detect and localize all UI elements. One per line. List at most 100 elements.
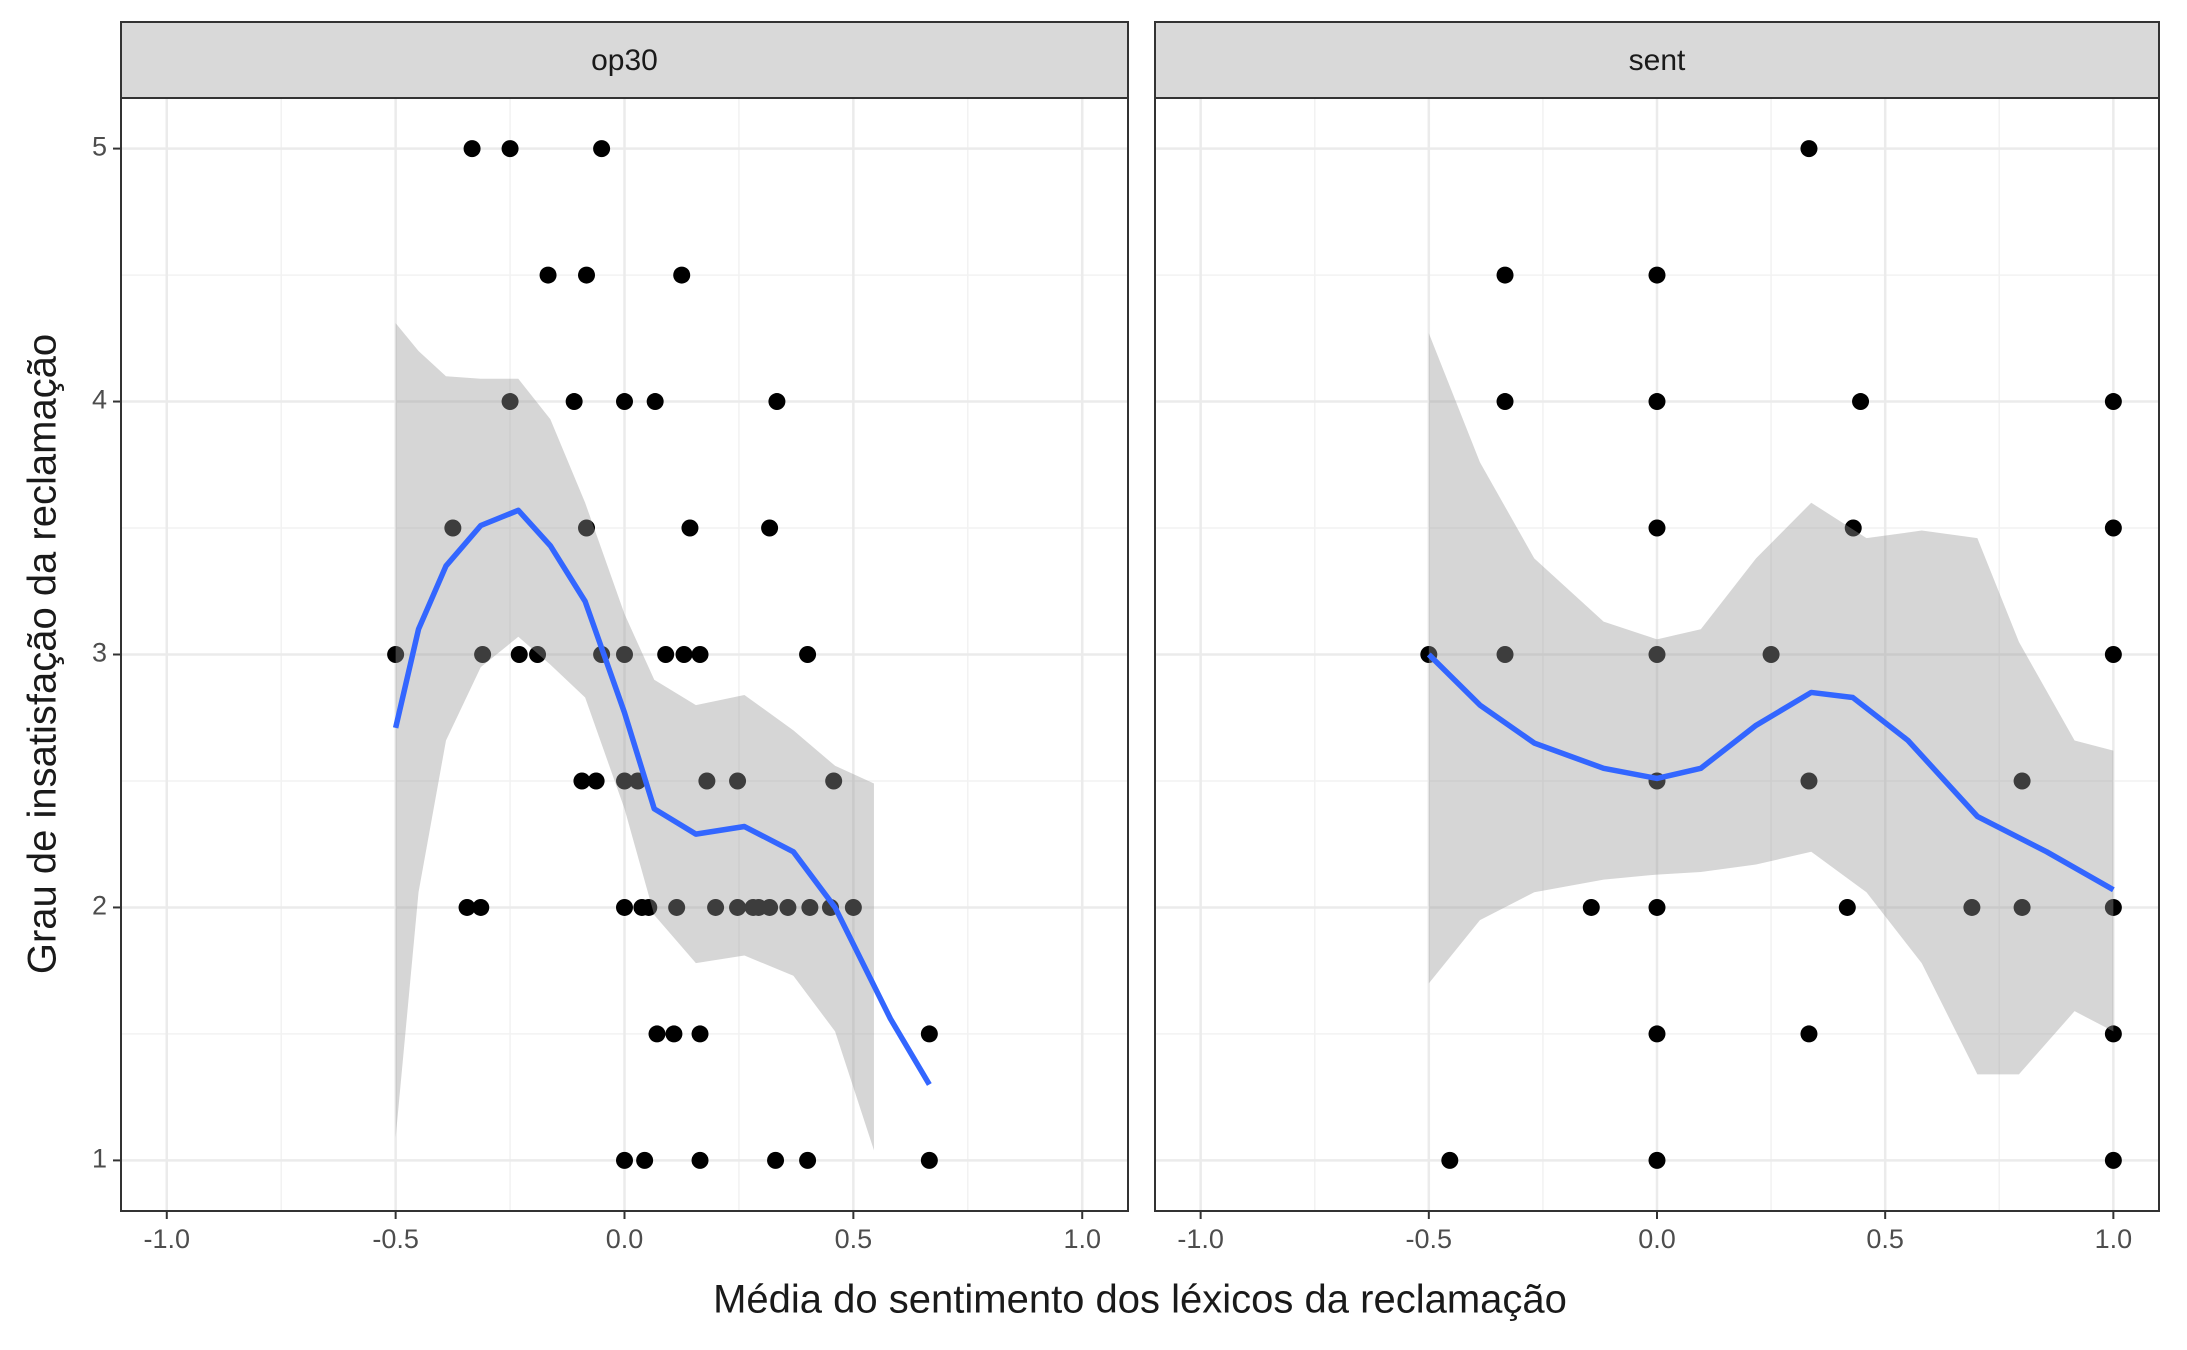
point xyxy=(1441,1151,1459,1169)
point xyxy=(387,646,405,663)
point xyxy=(1648,1151,1666,1169)
point xyxy=(657,646,675,663)
x-tick-label: 1.0 xyxy=(2095,1224,2133,1254)
point xyxy=(1963,898,1981,916)
point xyxy=(768,393,786,411)
point xyxy=(501,140,519,158)
smooth-line xyxy=(1426,652,2115,893)
y-tick-label: 3 xyxy=(92,638,107,668)
point xyxy=(616,646,633,663)
point xyxy=(920,1025,938,1043)
point xyxy=(675,646,693,663)
x-tick-label: -0.5 xyxy=(1406,1224,1453,1254)
point xyxy=(920,1151,938,1169)
point xyxy=(729,898,747,916)
facet-strip xyxy=(120,21,1129,99)
x-tick-label: -0.5 xyxy=(372,1224,419,1254)
point xyxy=(799,646,817,663)
point xyxy=(463,140,481,158)
y-tick-label: 2 xyxy=(92,891,107,921)
point xyxy=(510,646,528,663)
point xyxy=(565,393,583,411)
point xyxy=(646,393,664,411)
point xyxy=(673,266,691,284)
point xyxy=(501,393,519,411)
point xyxy=(691,1151,709,1169)
x-tick-label: 0.5 xyxy=(1866,1224,1904,1254)
point xyxy=(844,898,862,916)
y-tick-label: 5 xyxy=(92,132,107,162)
point xyxy=(825,772,843,790)
point xyxy=(1496,266,1514,284)
point xyxy=(1648,898,1666,916)
x-tick-label: 0.5 xyxy=(835,1224,873,1254)
point xyxy=(1648,519,1666,537)
point xyxy=(472,898,490,916)
point xyxy=(2104,1025,2122,1043)
x-tick-label: -1.0 xyxy=(144,1224,191,1254)
x-axis-title: Média do sentimento dos léxicos da recla… xyxy=(713,1278,1567,1322)
point xyxy=(573,772,591,790)
facet-strip xyxy=(1154,21,2160,99)
point xyxy=(1838,898,1856,916)
point xyxy=(578,519,596,537)
point xyxy=(707,898,725,916)
point xyxy=(444,519,462,537)
point xyxy=(2104,393,2122,411)
point xyxy=(1582,898,1600,916)
point xyxy=(779,898,797,916)
point xyxy=(761,898,779,916)
point xyxy=(1844,519,1862,537)
point xyxy=(578,266,596,284)
point xyxy=(1496,393,1514,411)
point xyxy=(539,266,557,284)
point xyxy=(458,898,476,916)
point xyxy=(640,898,658,916)
point xyxy=(529,646,547,663)
y-tick-label: 1 xyxy=(92,1144,107,1174)
point xyxy=(691,1025,709,1043)
point xyxy=(1762,646,1780,663)
x-tick-label: 0.0 xyxy=(1638,1224,1676,1254)
point xyxy=(616,772,633,790)
x-tick-label: 1.0 xyxy=(1063,1224,1101,1254)
point xyxy=(729,772,747,790)
point xyxy=(767,1151,785,1169)
point xyxy=(799,1151,817,1169)
point xyxy=(2104,519,2122,537)
point xyxy=(1648,1025,1666,1043)
point xyxy=(636,1151,654,1169)
facet-label: sent xyxy=(1629,44,1686,77)
point xyxy=(681,519,699,537)
point xyxy=(698,772,716,790)
point xyxy=(665,1025,683,1043)
point xyxy=(587,772,605,790)
point xyxy=(2013,898,2031,916)
point xyxy=(2104,646,2122,663)
point xyxy=(616,393,633,411)
point xyxy=(1496,646,1514,663)
x-tick-label: -1.0 xyxy=(1177,1224,1224,1254)
point xyxy=(616,898,633,916)
point xyxy=(2013,772,2031,790)
point xyxy=(1648,646,1666,663)
point xyxy=(1648,266,1666,284)
point xyxy=(761,519,779,537)
point xyxy=(1648,393,1666,411)
y-axis-title: Grau de insatisfação da reclamação xyxy=(21,334,65,974)
facet-label: op30 xyxy=(591,44,658,77)
point xyxy=(801,898,819,916)
point xyxy=(593,140,611,158)
point xyxy=(1800,1025,1818,1043)
smooth-line xyxy=(392,507,932,1086)
point xyxy=(1800,140,1818,158)
point xyxy=(1800,772,1818,790)
point xyxy=(691,646,709,663)
confidence-band xyxy=(1428,333,2114,1075)
point xyxy=(616,1151,633,1169)
y-tick-label: 4 xyxy=(92,385,107,415)
point xyxy=(2104,1151,2122,1169)
point xyxy=(2104,898,2122,916)
x-tick-label: 0.0 xyxy=(606,1224,644,1254)
